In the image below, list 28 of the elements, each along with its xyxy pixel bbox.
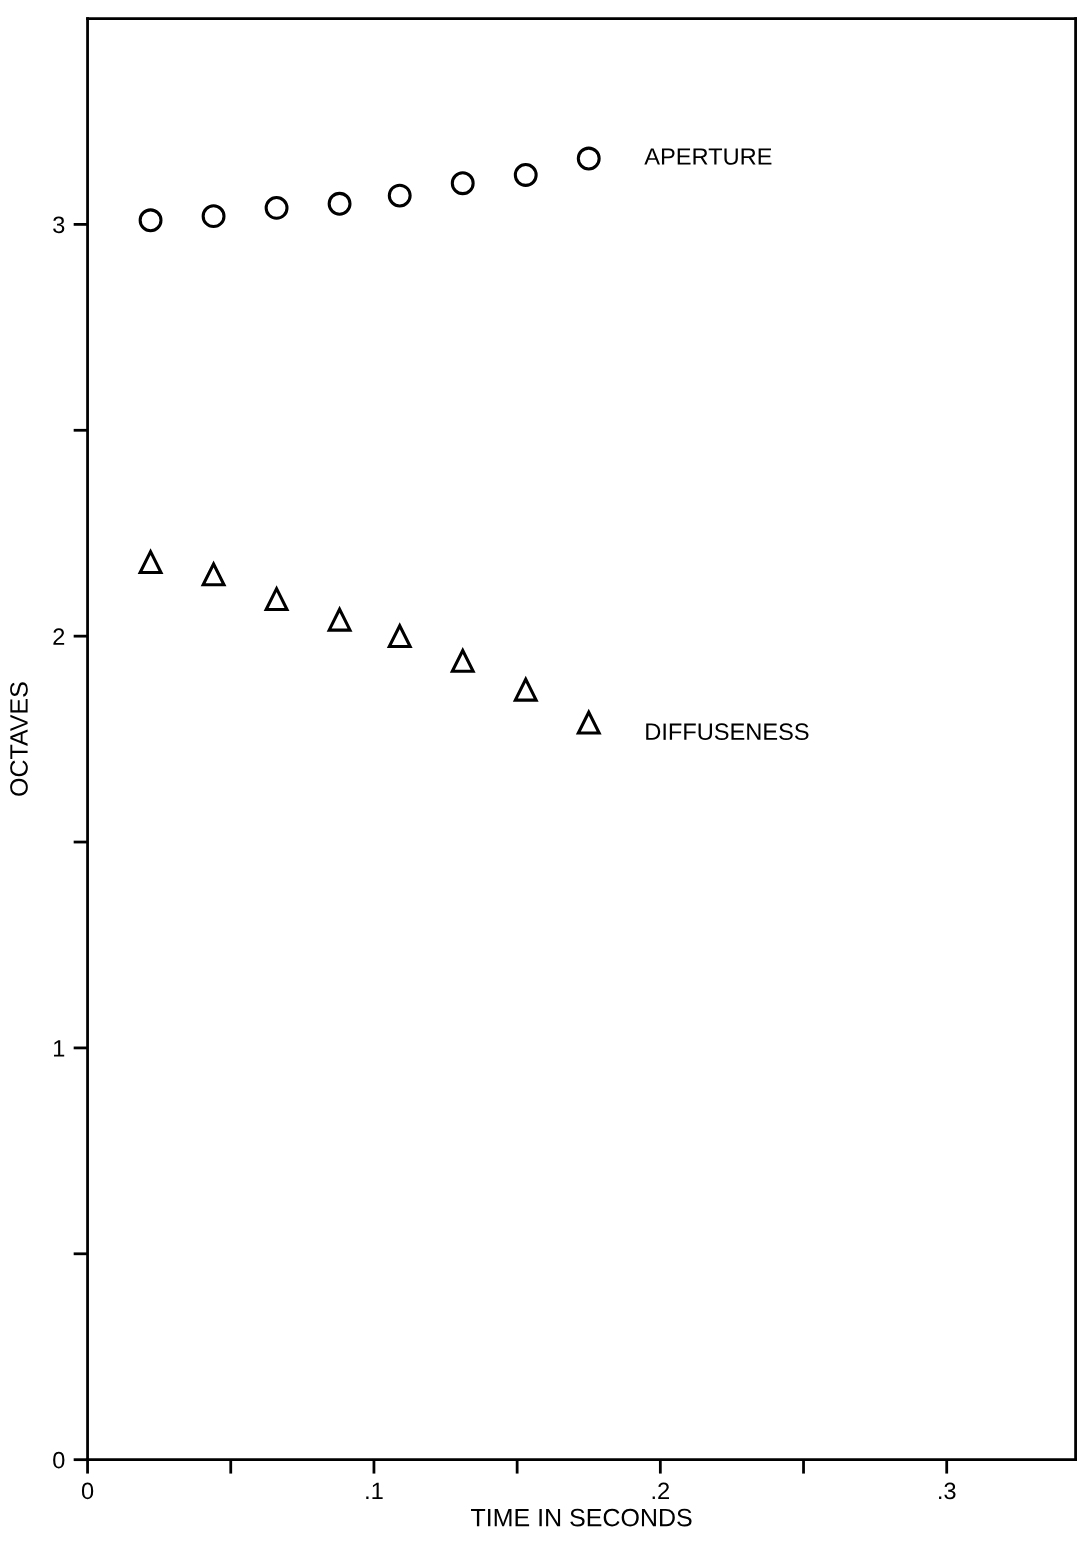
series-label: DIFFUSENESS xyxy=(646,723,809,741)
series-label: APERTURE xyxy=(644,148,772,165)
y-tick-label: 3 xyxy=(53,216,65,234)
point xyxy=(201,562,226,587)
x-tick-label: .1 xyxy=(366,1482,383,1500)
y-tick-label: 0 xyxy=(53,1451,65,1469)
x-tick-label: 0 xyxy=(81,1482,94,1500)
point xyxy=(327,191,352,216)
x-tick-label: .3 xyxy=(939,1482,956,1500)
point xyxy=(450,171,475,196)
point xyxy=(264,587,289,612)
point xyxy=(387,183,412,208)
point xyxy=(138,208,163,233)
y-tick-label: 1 xyxy=(54,1040,65,1057)
point xyxy=(576,146,601,171)
point xyxy=(575,708,602,735)
point xyxy=(512,675,539,702)
y-tick-label: 2 xyxy=(53,628,65,645)
point xyxy=(513,163,538,187)
point xyxy=(387,624,412,649)
point xyxy=(450,648,475,673)
point xyxy=(201,204,226,229)
y-axis-title: OCTAVES xyxy=(10,682,28,796)
x-tick-label: .2 xyxy=(652,1482,669,1500)
x-axis-title: TIME IN SECONDS xyxy=(471,1508,692,1527)
point xyxy=(264,195,289,220)
point xyxy=(326,605,353,632)
point xyxy=(138,550,163,574)
